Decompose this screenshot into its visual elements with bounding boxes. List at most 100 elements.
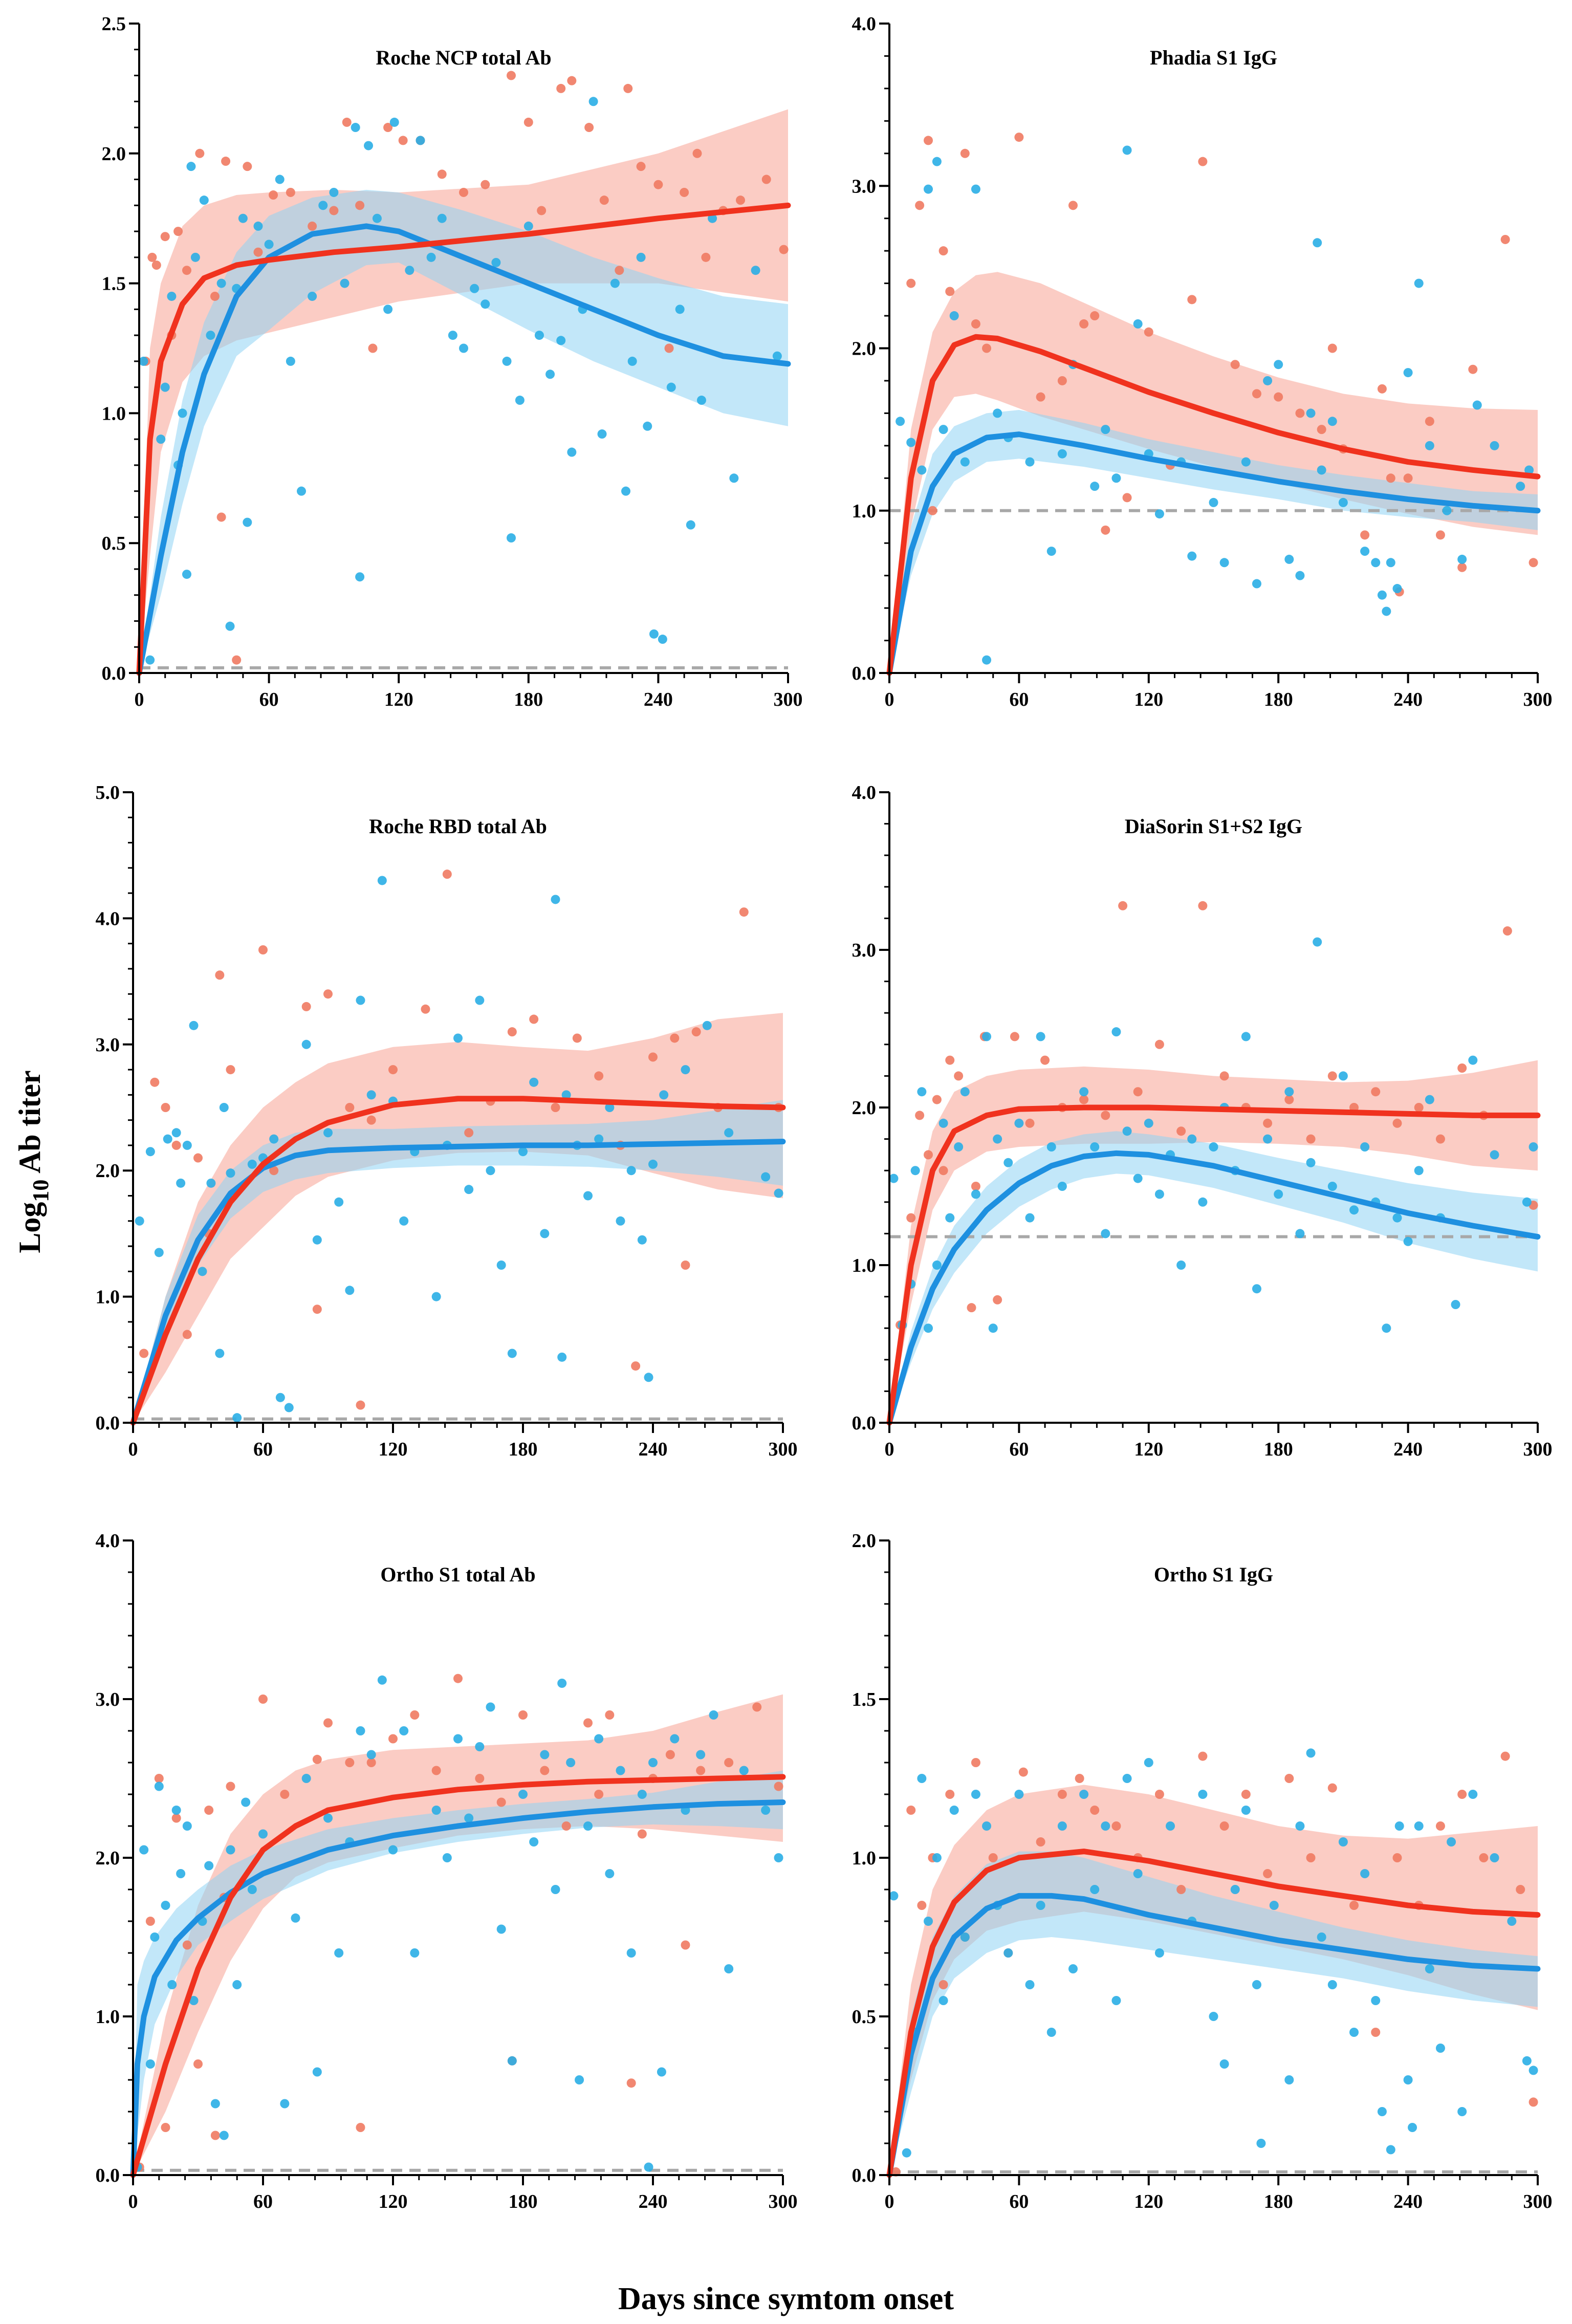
red-data-point — [967, 1303, 976, 1313]
x-tick-label: 180 — [1264, 689, 1293, 710]
blue-data-point — [215, 1349, 225, 1358]
y-tick-label: 0.5 — [852, 2006, 877, 2028]
blue-data-point — [1451, 1300, 1460, 1309]
red-data-point — [1306, 1853, 1316, 1862]
red-data-point — [1500, 1751, 1510, 1761]
blue-data-point — [312, 2067, 322, 2077]
blue-fit-line — [136, 223, 791, 676]
blue-data-point — [1057, 449, 1067, 459]
red-data-point — [906, 278, 916, 288]
blue-data-point — [206, 331, 215, 340]
blue-data-point — [575, 2075, 584, 2084]
blue-data-point — [917, 465, 927, 475]
red-data-point — [1349, 1901, 1359, 1910]
red-data-point — [915, 201, 925, 210]
red-data-point — [171, 1813, 181, 1823]
x-tick-label: 60 — [253, 1439, 273, 1460]
blue-data-point — [681, 1065, 690, 1075]
red-data-point — [312, 1754, 322, 1764]
y-axis-title: Log10 Ab titer — [13, 1070, 53, 1253]
blue-data-point — [182, 1821, 192, 1831]
blue-data-point — [486, 1702, 495, 1712]
red-data-point — [1090, 311, 1100, 321]
red-data-point — [605, 1710, 615, 1720]
blue-data-point — [540, 1229, 550, 1239]
red-data-point — [210, 2131, 220, 2140]
blue-confidence-band — [889, 1131, 1538, 1423]
red-data-point — [701, 252, 711, 262]
red-data-point — [636, 162, 646, 171]
blue-data-point — [171, 1128, 181, 1138]
red-data-point — [161, 1103, 170, 1112]
red-data-point — [623, 83, 633, 93]
red-data-point — [681, 1261, 690, 1270]
red-data-point — [286, 187, 295, 197]
red-data-point — [537, 206, 547, 215]
red-data-point — [173, 227, 183, 236]
blue-data-point — [1219, 2059, 1229, 2069]
blue-data-point — [1490, 1150, 1499, 1160]
blue-data-point — [351, 123, 360, 133]
red-data-point — [938, 1166, 948, 1176]
blue-data-point — [1252, 579, 1261, 589]
blue-data-point — [1111, 1027, 1121, 1037]
blue-data-point — [145, 1147, 155, 1157]
blue-data-point — [583, 1821, 593, 1831]
red-data-point — [232, 655, 242, 665]
blue-data-point — [932, 1853, 942, 1862]
y-tick-label: 2.0 — [852, 1530, 877, 1552]
blue-data-point — [627, 356, 637, 366]
red-data-point — [724, 1758, 734, 1767]
blue-data-point — [545, 370, 555, 379]
blue-data-point — [1154, 1948, 1164, 1958]
blue-data-point — [356, 995, 365, 1005]
blue-data-point — [644, 2162, 653, 2172]
blue-data-point — [475, 1742, 485, 1751]
blue-data-point — [1122, 145, 1132, 155]
blue-data-point — [470, 284, 479, 293]
blue-data-point — [1338, 497, 1348, 507]
red-data-point — [442, 870, 452, 879]
y-tick-label: 3.0 — [96, 1689, 120, 1710]
blue-data-point — [610, 278, 620, 288]
red-data-point — [1040, 1055, 1050, 1065]
blue-data-point — [583, 1191, 593, 1201]
x-tick-label: 240 — [639, 1439, 668, 1460]
blue-data-point — [643, 421, 652, 431]
red-data-point — [368, 343, 378, 353]
blue-confidence-band — [133, 1770, 783, 2175]
red-data-point — [269, 190, 278, 200]
blue-data-point — [167, 291, 177, 301]
blue-data-point — [1317, 1932, 1326, 1942]
red-data-point — [696, 1766, 706, 1775]
blue-data-point — [1392, 1213, 1402, 1223]
red-data-point — [1036, 392, 1045, 402]
blue-data-point — [1386, 2145, 1395, 2155]
chart-title: Phadia S1 IgG — [1150, 46, 1277, 69]
blue-data-point — [204, 1861, 214, 1871]
blue-data-point — [1425, 1964, 1434, 1973]
chart-title: DiaSorin S1+S2 IgG — [1125, 815, 1302, 838]
red-data-point — [151, 260, 161, 270]
blue-data-point — [1472, 400, 1482, 410]
chart-title: Roche NCP total Ab — [376, 46, 551, 69]
blue-data-point — [917, 1774, 927, 1783]
blue-data-point — [1457, 2107, 1467, 2116]
red-data-point — [938, 1980, 948, 1989]
blue-data-point — [182, 1140, 192, 1150]
red-data-point — [481, 180, 490, 189]
blue-data-point — [1507, 1917, 1517, 1926]
x-tick-label: 300 — [1523, 689, 1553, 710]
red-data-point — [583, 1718, 593, 1728]
red-data-point — [355, 201, 365, 210]
red-data-point — [971, 1182, 980, 1191]
blue-data-point — [1447, 1837, 1456, 1847]
red-data-point — [691, 1027, 701, 1037]
blue-data-point — [1046, 2028, 1056, 2037]
blue-data-point — [399, 1726, 409, 1735]
blue-data-point — [1133, 319, 1143, 329]
chart-panels: 0.0 0.5 1.0 1.5 2.0 2.5 0 60 120 180 240 300 Roche N… — [96, 13, 1553, 2212]
x-tick-label: 300 — [774, 689, 803, 710]
blue-data-point — [377, 1675, 387, 1685]
blue-data-point — [648, 1758, 658, 1767]
